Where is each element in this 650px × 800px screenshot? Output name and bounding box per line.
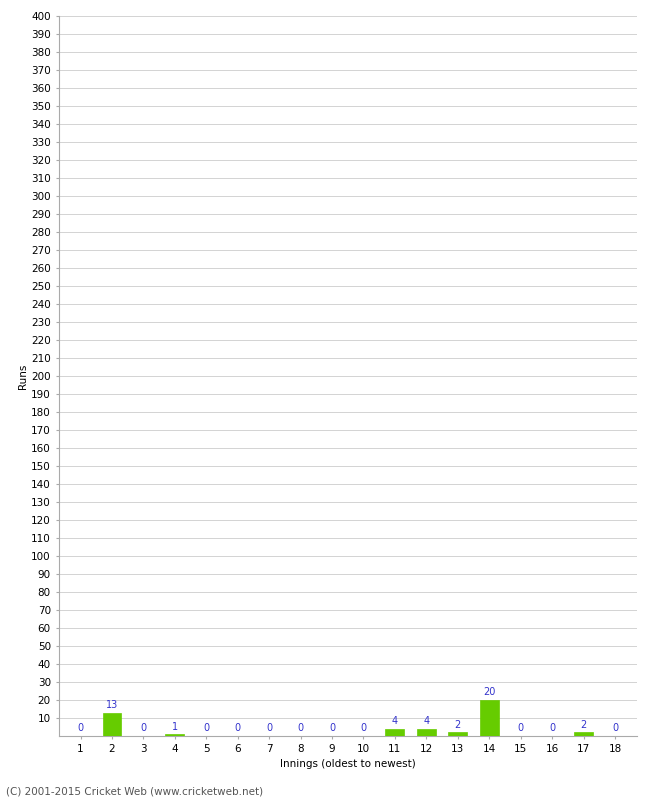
Text: 0: 0	[77, 723, 84, 734]
Text: 0: 0	[203, 723, 209, 734]
Bar	[417, 729, 436, 736]
Text: 13: 13	[106, 700, 118, 710]
Bar	[103, 713, 122, 736]
Bar	[385, 729, 404, 736]
Text: 0: 0	[360, 723, 367, 734]
Text: 0: 0	[329, 723, 335, 734]
Text: 20: 20	[483, 687, 495, 698]
Text: 0: 0	[235, 723, 240, 734]
X-axis label: Innings (oldest to newest): Innings (oldest to newest)	[280, 759, 415, 769]
Text: 4: 4	[392, 716, 398, 726]
Text: 0: 0	[140, 723, 146, 734]
Text: 0: 0	[612, 723, 618, 734]
Text: 1: 1	[172, 722, 178, 731]
Bar	[574, 733, 593, 736]
Text: 4: 4	[423, 716, 430, 726]
Y-axis label: Runs: Runs	[18, 363, 29, 389]
Text: 2: 2	[580, 720, 587, 730]
Bar	[448, 733, 467, 736]
Text: 0: 0	[549, 723, 555, 734]
Bar	[165, 734, 184, 736]
Text: (C) 2001-2015 Cricket Web (www.cricketweb.net): (C) 2001-2015 Cricket Web (www.cricketwe…	[6, 786, 264, 796]
Text: 2: 2	[454, 720, 461, 730]
Text: 0: 0	[266, 723, 272, 734]
Bar	[480, 700, 499, 736]
Text: 0: 0	[517, 723, 524, 734]
Text: 0: 0	[298, 723, 304, 734]
